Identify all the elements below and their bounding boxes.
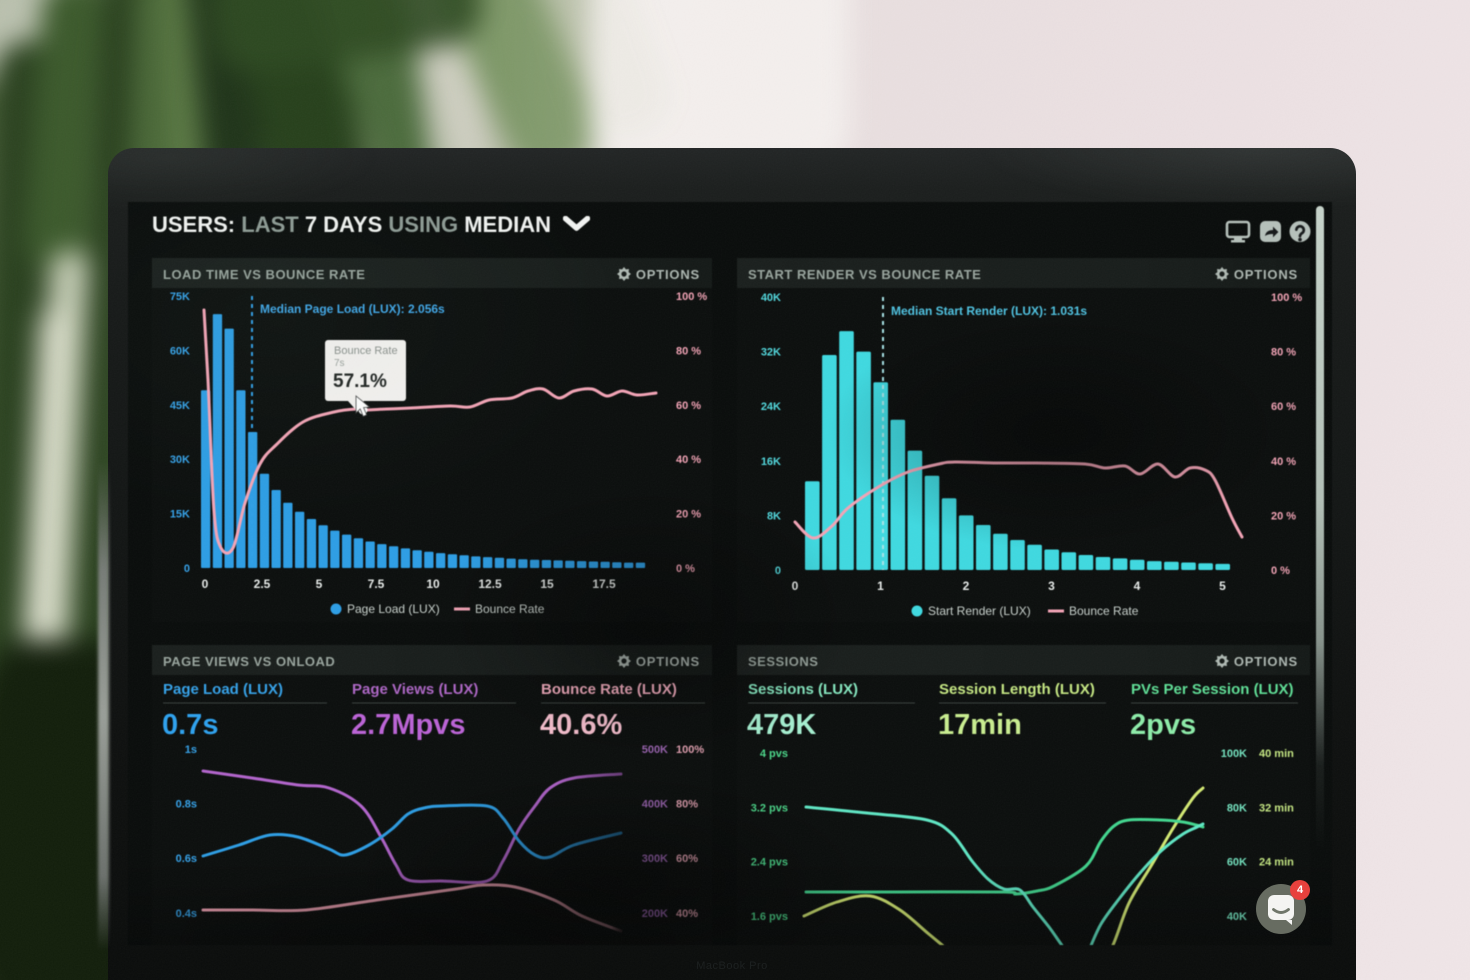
svg-text:0.6s: 0.6s	[176, 853, 197, 865]
svg-text:20 %: 20 %	[1271, 510, 1296, 522]
svg-text:100%: 100%	[676, 744, 704, 756]
svg-text:3.2 pvs: 3.2 pvs	[751, 802, 788, 814]
svg-text:32K: 32K	[761, 347, 781, 359]
svg-text:479K: 479K	[747, 709, 816, 741]
svg-text:60%: 60%	[676, 853, 698, 865]
svg-text:Bounce Rate: Bounce Rate	[1069, 604, 1139, 618]
svg-text:45K: 45K	[170, 400, 190, 412]
svg-text:40 min: 40 min	[1259, 748, 1294, 760]
svg-text:2.4 pvs: 2.4 pvs	[751, 857, 788, 869]
svg-text:100K: 100K	[1221, 748, 1247, 760]
svg-text:20 %: 20 %	[676, 509, 701, 521]
svg-text:0: 0	[202, 577, 209, 591]
svg-text:3: 3	[1048, 579, 1055, 593]
svg-text:60 %: 60 %	[676, 400, 701, 412]
svg-text:Sessions (LUX): Sessions (LUX)	[748, 681, 858, 698]
svg-text:2pvs: 2pvs	[1130, 709, 1196, 741]
svg-text:15K: 15K	[170, 509, 190, 521]
svg-text:60K: 60K	[1227, 857, 1247, 869]
svg-text:24K: 24K	[761, 401, 781, 413]
svg-text:0: 0	[184, 563, 190, 575]
svg-text:10: 10	[426, 577, 440, 591]
svg-text:500K: 500K	[642, 744, 668, 756]
svg-text:Page Load (LUX): Page Load (LUX)	[163, 681, 283, 698]
svg-text:40 %: 40 %	[676, 454, 701, 466]
svg-text:80 %: 80 %	[676, 345, 701, 357]
svg-text:1.6 pvs: 1.6 pvs	[751, 911, 788, 923]
svg-text:100 %: 100 %	[1271, 292, 1302, 304]
svg-text:Bounce Rate (LUX): Bounce Rate (LUX)	[541, 681, 677, 698]
svg-text:400K: 400K	[642, 799, 668, 811]
svg-text:2: 2	[963, 579, 970, 593]
svg-text:Session Length (LUX): Session Length (LUX)	[939, 681, 1095, 698]
svg-text:80K: 80K	[1227, 802, 1247, 814]
svg-text:5: 5	[1219, 579, 1226, 593]
svg-text:100 %: 100 %	[676, 291, 707, 303]
svg-text:7.5: 7.5	[368, 577, 385, 591]
svg-text:32 min: 32 min	[1259, 802, 1294, 814]
svg-text:0.7s: 0.7s	[162, 709, 218, 741]
svg-text:Page Load (LUX): Page Load (LUX)	[347, 602, 440, 616]
svg-text:4 pvs: 4 pvs	[760, 748, 788, 760]
svg-text:15: 15	[540, 577, 554, 591]
svg-text:Bounce Rate: Bounce Rate	[475, 602, 545, 616]
svg-text:80%: 80%	[676, 799, 698, 811]
svg-text:40 %: 40 %	[1271, 456, 1296, 468]
svg-text:40K: 40K	[1227, 911, 1247, 923]
svg-text:2.5: 2.5	[254, 577, 271, 591]
svg-text:0.8s: 0.8s	[176, 799, 197, 811]
svg-text:40K: 40K	[761, 292, 781, 304]
svg-text:Median Start Render (LUX): 1.0: Median Start Render (LUX): 1.031s	[891, 304, 1087, 318]
svg-text:16K: 16K	[761, 456, 781, 468]
svg-text:75K: 75K	[170, 291, 190, 303]
svg-text:Bounce Rate: Bounce Rate	[334, 345, 398, 357]
svg-text:0 %: 0 %	[676, 563, 695, 575]
svg-text:0 %: 0 %	[1271, 565, 1290, 577]
svg-text:7s: 7s	[334, 358, 345, 369]
svg-text:Start Render (LUX): Start Render (LUX)	[928, 604, 1031, 618]
svg-text:40.6%: 40.6%	[540, 709, 622, 741]
svg-text:0.4s: 0.4s	[176, 908, 197, 920]
svg-text:80 %: 80 %	[1271, 347, 1296, 359]
svg-text:12.5: 12.5	[478, 577, 502, 591]
svg-text:24 min: 24 min	[1259, 857, 1294, 869]
svg-text:200K: 200K	[642, 908, 668, 920]
svg-text:Page Views (LUX): Page Views (LUX)	[352, 681, 478, 698]
svg-text:300K: 300K	[642, 853, 668, 865]
svg-text:57.1%: 57.1%	[333, 371, 387, 392]
svg-text:1: 1	[877, 579, 884, 593]
svg-text:5: 5	[316, 577, 323, 591]
svg-text:Median Page Load (LUX): 2.056s: Median Page Load (LUX): 2.056s	[260, 302, 445, 316]
svg-text:0: 0	[792, 579, 799, 593]
svg-text:1s: 1s	[185, 744, 197, 756]
svg-text:17min: 17min	[938, 709, 1022, 741]
svg-text:40%: 40%	[676, 908, 698, 920]
svg-text:60 %: 60 %	[1271, 401, 1296, 413]
svg-text:8K: 8K	[767, 510, 781, 522]
svg-text:PVs Per Session (LUX): PVs Per Session (LUX)	[1131, 681, 1294, 698]
svg-text:4: 4	[1134, 579, 1141, 593]
svg-text:17.5: 17.5	[592, 577, 616, 591]
svg-text:30K: 30K	[170, 454, 190, 466]
svg-text:2.7Mpvs: 2.7Mpvs	[351, 709, 465, 741]
svg-text:60K: 60K	[170, 345, 190, 357]
svg-text:0: 0	[775, 565, 781, 577]
